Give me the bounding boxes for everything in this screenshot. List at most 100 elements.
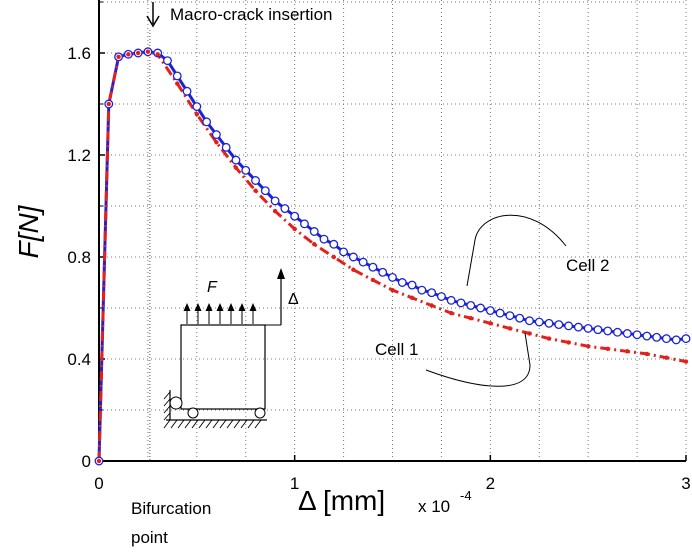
data-point (671, 335, 681, 345)
data-point (145, 49, 151, 54)
inset-hatch-line (177, 419, 185, 429)
x-axis-label: Δ [mm] (298, 485, 385, 516)
data-point (182, 86, 192, 96)
inset-force-arrowhead (238, 303, 246, 311)
data-point (683, 359, 689, 364)
data-point (388, 272, 397, 282)
cell2-label: Cell 2 (566, 256, 609, 275)
series (94, 47, 691, 466)
inset-force-arrows (183, 303, 257, 324)
data-point (300, 219, 309, 229)
data-point (280, 204, 290, 213)
data-point (155, 52, 160, 57)
data-point (194, 112, 200, 117)
data-point (642, 331, 652, 341)
data-point (495, 308, 505, 318)
data-point (370, 277, 376, 283)
x-tick-label: 0 (94, 474, 103, 493)
inset-hatch-line (163, 391, 171, 400)
data-point (331, 254, 336, 260)
data-point (644, 351, 650, 357)
inset-hatch-line (163, 412, 171, 421)
data-point (603, 326, 613, 336)
inset-hatch-line (163, 419, 171, 429)
data-point (251, 176, 260, 185)
x-scale-exponent: -4 (460, 488, 472, 503)
data-point (476, 303, 485, 313)
data-point (652, 332, 662, 342)
data-point (407, 280, 417, 290)
data-point (488, 321, 493, 326)
data-point (436, 292, 446, 301)
inset-hatch-line (205, 419, 213, 429)
data-point (566, 340, 571, 345)
data-point (573, 322, 583, 332)
data-point (241, 165, 251, 175)
data-point (427, 288, 437, 298)
y-axis-label: F[N] (13, 204, 44, 258)
data-point (449, 310, 454, 316)
data-point (527, 331, 532, 336)
data-point (312, 242, 317, 247)
data-point (192, 102, 202, 111)
cell2-leader (466, 214, 567, 287)
data-point (116, 54, 121, 60)
data-point (348, 252, 358, 262)
cell1-label: Cell 1 (375, 340, 418, 359)
inset-hatch-line (170, 419, 178, 429)
data-point (202, 117, 212, 127)
inset-hatch-line (233, 419, 241, 429)
macro-crack-arrow (146, 2, 160, 28)
inset-force-arrowhead (205, 303, 213, 311)
data-point (554, 320, 564, 330)
data-point (583, 323, 593, 333)
data-point (429, 303, 434, 308)
data-point (585, 344, 591, 349)
inset-hatch-line (191, 419, 199, 429)
inset-hatch-line (212, 419, 220, 429)
inset-cell (180, 324, 266, 410)
data-point (290, 211, 300, 221)
data-point (664, 355, 669, 360)
series-line (97, 50, 687, 462)
data-point (175, 81, 180, 86)
data-point (544, 318, 554, 328)
data-point (272, 208, 278, 214)
y-tick-label: 0 (82, 452, 91, 471)
data-point (546, 336, 552, 341)
inset-hatch-line (254, 419, 262, 429)
x-tick-label: 2 (486, 474, 495, 493)
data-point (564, 321, 574, 331)
y-tick-label: 1.6 (67, 44, 91, 63)
data-point (409, 295, 415, 300)
inset-roller-left (169, 396, 183, 410)
data-point (613, 327, 622, 337)
data-point (378, 267, 388, 277)
data-point (468, 316, 473, 321)
data-point (390, 287, 395, 293)
data-point (525, 316, 534, 326)
data-point (456, 298, 466, 308)
data-point (507, 326, 513, 331)
data-point (339, 247, 349, 257)
data-point (661, 334, 671, 344)
inset-hatch-line (184, 419, 192, 429)
inset-hatch-line (163, 405, 171, 414)
data-point (622, 329, 632, 338)
cell1-leader (425, 332, 531, 387)
data-point (135, 50, 141, 56)
data-point (214, 140, 219, 145)
bifurcation-label: Bifurcation (131, 499, 211, 518)
data-point (446, 295, 456, 305)
inset-hatch-line (198, 419, 206, 429)
inset-disp-arrow (265, 268, 285, 326)
data-point (96, 458, 102, 464)
data-point (260, 186, 270, 196)
data-point (163, 56, 172, 66)
y-tick-label: 0.4 (67, 350, 91, 369)
data-point (292, 226, 297, 232)
data-point (681, 334, 691, 344)
data-point (505, 311, 515, 321)
macro-crack-label: Macro-crack insertion (170, 5, 333, 24)
